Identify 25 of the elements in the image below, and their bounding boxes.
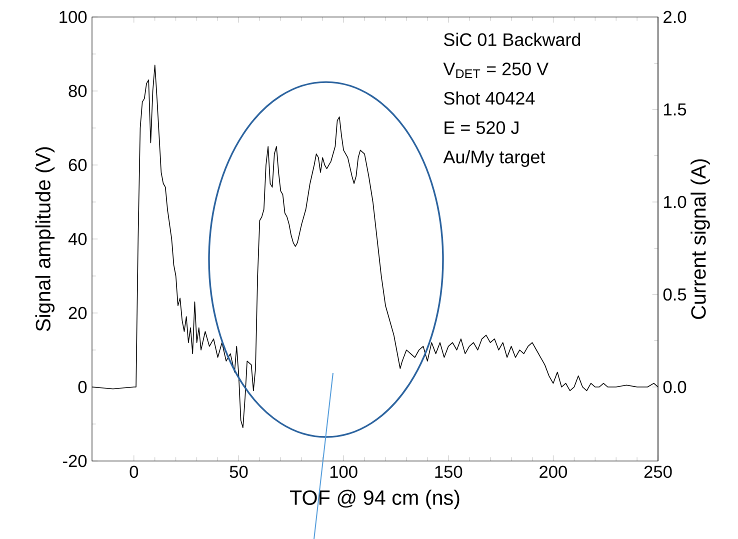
x-tick-label: 250	[644, 466, 672, 478]
annotation: Au/My target	[443, 150, 546, 167]
x-tick-label: 0	[130, 466, 138, 478]
y-tick-label: 20	[68, 306, 87, 320]
annotation: Shot 40424	[444, 91, 535, 105]
y2-tick-label: 0.0	[663, 380, 686, 394]
y2-axis-title: Current signal (A)	[690, 159, 710, 319]
y2-tick-label: 0.5	[663, 288, 686, 301]
x-tick-label: 100	[330, 466, 358, 478]
y2-tick-label: 1.0	[664, 196, 686, 208]
y-tick-label: 40	[68, 232, 87, 246]
y-tick-label: 0	[78, 380, 87, 394]
x-tick-label: 150	[435, 466, 462, 478]
annotation: V$_{DET}$ = 250 V	[443, 62, 549, 78]
x-tick-label: 50	[230, 466, 248, 478]
y-tick-label: -20	[63, 454, 87, 468]
y-tick-label: 60	[68, 158, 87, 172]
y-tick-label: 100	[60, 10, 87, 24]
y-tick-label: 80	[68, 84, 87, 98]
y2-tick-label: 1.5	[664, 103, 686, 116]
x-tick-label: 200	[540, 466, 567, 478]
y2-tick-label: 2.0	[664, 10, 686, 24]
y-axis-title: Signal amplitude (V)	[35, 147, 55, 332]
annotation: SiC 01 Backward	[444, 32, 580, 46]
annotation: E = 520 J	[444, 121, 518, 134]
